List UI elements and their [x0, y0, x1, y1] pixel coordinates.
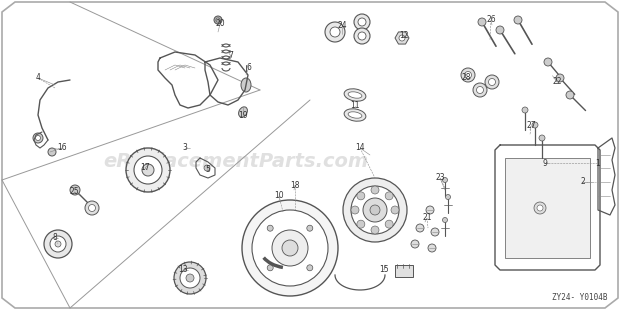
Text: 7: 7 — [229, 51, 234, 60]
Text: ZY24- Y0104B: ZY24- Y0104B — [552, 293, 608, 302]
Circle shape — [126, 148, 170, 192]
Circle shape — [489, 78, 495, 86]
Circle shape — [370, 205, 380, 215]
Circle shape — [351, 206, 359, 214]
Circle shape — [44, 230, 72, 258]
Circle shape — [464, 72, 471, 78]
Circle shape — [534, 202, 546, 214]
Circle shape — [35, 135, 40, 140]
Circle shape — [477, 86, 484, 94]
Circle shape — [428, 244, 436, 252]
Text: 5: 5 — [206, 166, 210, 175]
Text: 11: 11 — [350, 101, 360, 110]
Bar — [395, 265, 413, 277]
Circle shape — [496, 26, 504, 34]
Circle shape — [325, 22, 345, 42]
Circle shape — [539, 135, 545, 141]
Bar — [505, 158, 590, 258]
Circle shape — [180, 268, 200, 288]
Circle shape — [478, 18, 486, 26]
Circle shape — [134, 156, 162, 184]
Text: 2: 2 — [580, 178, 585, 187]
Circle shape — [330, 27, 340, 37]
Circle shape — [214, 16, 222, 24]
Circle shape — [358, 18, 366, 26]
Text: 22: 22 — [552, 78, 562, 86]
Circle shape — [307, 225, 313, 231]
Text: 12: 12 — [399, 32, 409, 41]
Circle shape — [70, 185, 80, 195]
Circle shape — [416, 224, 424, 232]
Circle shape — [204, 165, 210, 171]
Ellipse shape — [344, 109, 366, 121]
Circle shape — [514, 16, 522, 24]
Circle shape — [351, 186, 399, 234]
Text: 24: 24 — [337, 21, 347, 30]
Circle shape — [358, 32, 366, 40]
Circle shape — [532, 122, 538, 128]
Text: 9: 9 — [542, 158, 547, 167]
Text: 16: 16 — [57, 144, 67, 153]
Text: 27: 27 — [526, 122, 536, 131]
Text: 10: 10 — [274, 192, 284, 201]
Text: 20: 20 — [215, 20, 225, 29]
Circle shape — [282, 240, 298, 256]
Text: 1: 1 — [596, 158, 600, 167]
Text: 28: 28 — [461, 73, 471, 82]
Circle shape — [307, 265, 313, 271]
Text: 26: 26 — [486, 16, 496, 24]
Circle shape — [566, 91, 574, 99]
Circle shape — [544, 58, 552, 66]
Ellipse shape — [344, 89, 366, 101]
Circle shape — [142, 164, 154, 176]
Text: 21: 21 — [422, 214, 432, 223]
Circle shape — [363, 198, 387, 222]
Text: 18: 18 — [290, 180, 299, 189]
Ellipse shape — [241, 78, 251, 92]
Text: 17: 17 — [140, 163, 150, 172]
Circle shape — [216, 18, 220, 22]
Circle shape — [473, 83, 487, 97]
Ellipse shape — [348, 92, 362, 98]
Circle shape — [55, 241, 61, 247]
Circle shape — [443, 178, 448, 183]
Circle shape — [426, 206, 434, 214]
Text: 25: 25 — [69, 188, 79, 197]
Circle shape — [272, 230, 308, 266]
Circle shape — [431, 228, 439, 236]
Circle shape — [371, 186, 379, 194]
Circle shape — [89, 205, 95, 211]
Polygon shape — [395, 32, 409, 44]
Circle shape — [537, 205, 543, 211]
Circle shape — [354, 14, 370, 30]
Circle shape — [85, 201, 99, 215]
Circle shape — [446, 194, 451, 200]
Text: 3: 3 — [182, 144, 187, 153]
Circle shape — [267, 265, 273, 271]
Text: 8: 8 — [53, 233, 58, 242]
Text: eReplacementParts.com: eReplacementParts.com — [103, 152, 368, 171]
Circle shape — [48, 148, 56, 156]
Ellipse shape — [348, 112, 362, 118]
Circle shape — [522, 107, 528, 113]
Circle shape — [186, 274, 194, 282]
Circle shape — [242, 200, 338, 296]
Text: 13: 13 — [178, 265, 188, 274]
Text: 14: 14 — [355, 144, 365, 153]
Circle shape — [556, 74, 564, 82]
Circle shape — [385, 220, 393, 228]
Circle shape — [252, 210, 328, 286]
Circle shape — [391, 206, 399, 214]
Text: 6: 6 — [247, 63, 252, 72]
Text: 15: 15 — [379, 265, 389, 274]
Circle shape — [461, 68, 475, 82]
Text: 4: 4 — [35, 73, 40, 82]
Ellipse shape — [239, 107, 247, 117]
Circle shape — [357, 220, 365, 228]
Circle shape — [411, 240, 419, 248]
Circle shape — [371, 226, 379, 234]
Circle shape — [354, 28, 370, 44]
Circle shape — [174, 262, 206, 294]
Circle shape — [399, 35, 405, 41]
